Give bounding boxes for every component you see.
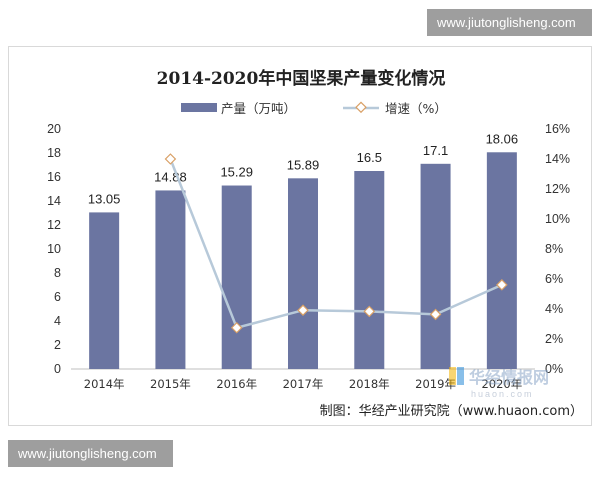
growth-point-marker <box>297 304 309 316</box>
y-left-tick-label: 18 <box>47 146 61 160</box>
bar-value-label: 14.88 <box>154 169 187 184</box>
bar <box>221 185 252 369</box>
watermark-bottom: www.jiutonglisheng.com <box>8 440 173 467</box>
x-tick-label: 2014年 <box>84 377 125 391</box>
x-tick-label: 2015年 <box>150 377 191 391</box>
bar-value-label: 18.06 <box>486 131 519 146</box>
bar-value-label: 13.05 <box>88 191 121 206</box>
growth-point-marker <box>496 279 508 291</box>
legend-bar-swatch <box>181 103 217 112</box>
watermark-top-text: www.jiutonglisheng.com <box>437 15 576 30</box>
growth-point-marker <box>429 308 442 321</box>
y-left-tick-label: 10 <box>47 242 61 256</box>
bar-value-label: 15.89 <box>287 157 320 172</box>
chart-svg: 2014-2020年中国坚果产量变化情况 产量（万吨） 增速（%） 0 2 4 6 8 1… <box>47 68 583 419</box>
bar-value-label: 16.5 <box>357 150 382 165</box>
y-right-tick-label: 8% <box>545 242 563 256</box>
bar <box>486 152 517 369</box>
x-tick-label: 2020年 <box>481 377 522 391</box>
source-note: 制图：华经产业研究院（www.huaon.com） <box>320 404 583 419</box>
growth-point-marker <box>230 321 243 334</box>
y-left-tick-label: 4 <box>54 314 61 328</box>
chart-title: 2014-2020年中国坚果产量变化情况 <box>157 68 446 89</box>
y-left-tick-label: 14 <box>47 194 61 208</box>
y-left-tick-label: 2 <box>54 338 61 352</box>
logo-mark-yellow <box>449 367 456 385</box>
bar <box>288 178 318 369</box>
bar <box>89 212 120 369</box>
y-right-tick-label: 10% <box>545 212 570 226</box>
x-tick-label: 2016年 <box>216 377 257 391</box>
watermark-bottom-text: www.jiutonglisheng.com <box>18 446 157 461</box>
huaon-logo-watermark: 华经情报网 huaon.com <box>449 367 549 399</box>
chart-frame: 2014-2020年中国坚果产量变化情况 产量（万吨） 增速（%） 0 2 4 6 8 1… <box>8 46 592 426</box>
logo-mark-blue <box>457 367 464 385</box>
bars-group: 13.05 14.88 15.29 15.89 16.5 17.1 18.06 <box>88 131 518 369</box>
y-left-tick-label: 16 <box>47 170 61 184</box>
x-tick-label: 2017年 <box>283 377 324 391</box>
y-right-tick-label: 12% <box>545 182 570 196</box>
y-right-tick-label: 4% <box>545 302 563 316</box>
growth-line <box>169 158 503 330</box>
y-left-tick-label: 20 <box>47 122 61 136</box>
growth-point-marker <box>164 153 177 165</box>
watermark-top: www.jiutonglisheng.com <box>427 9 592 36</box>
y-right-tick-label: 16% <box>545 122 570 136</box>
logo-text: 华经情报网 <box>469 368 549 387</box>
bar <box>155 190 186 369</box>
y-left-tick-label: 0 <box>54 362 61 376</box>
y-left-tick-label: 8 <box>54 266 61 280</box>
axes: 0 2 4 6 8 10 12 14 16 18 20 0% 2% 4% 6% 8% 10% 12% 14% 16% 2… <box>47 122 570 391</box>
legend-bar-label: 产量（万吨） <box>221 101 296 116</box>
y-left-tick-label: 6 <box>54 290 61 304</box>
x-tick-label: 2018年 <box>349 377 390 391</box>
bar-value-label: 17.1 <box>423 143 448 158</box>
y-right-tick-label: 14% <box>545 152 570 166</box>
bar <box>420 163 451 369</box>
legend: 产量（万吨） 增速（%） <box>181 101 447 116</box>
y-left-tick-label: 12 <box>47 218 61 232</box>
logo-subtext: huaon.com <box>471 389 534 399</box>
bar-value-label: 15.29 <box>220 165 253 180</box>
y-right-tick-label: 6% <box>545 272 563 286</box>
x-tick-label: 2019年 <box>415 377 456 391</box>
y-right-tick-label: 2% <box>545 332 563 346</box>
growth-point-marker <box>363 305 376 318</box>
legend-line-marker <box>355 101 367 114</box>
bar <box>354 171 385 369</box>
legend-line-label: 增速（%） <box>385 101 447 116</box>
y-right-tick-label: 0% <box>545 362 563 376</box>
growth-line-group <box>164 153 508 334</box>
